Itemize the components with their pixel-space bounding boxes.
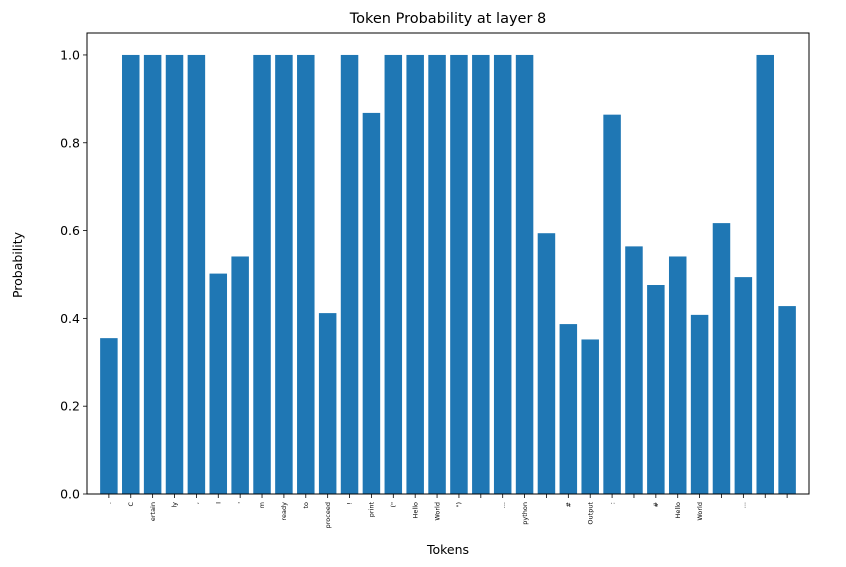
bar <box>778 306 796 494</box>
bar <box>603 114 621 494</box>
y-tick-label: 0.4 <box>60 311 80 326</box>
bar <box>100 338 118 494</box>
x-tick-label: print <box>368 502 376 518</box>
x-tick-label: proceed <box>324 502 332 528</box>
bar <box>668 256 687 494</box>
bar <box>297 54 315 494</box>
x-tick-label: # <box>652 502 660 507</box>
x-tick-label: ... <box>499 502 507 508</box>
bar <box>712 223 731 495</box>
bar <box>122 54 140 494</box>
x-tick-label: # <box>565 502 573 507</box>
y-tick-label: 0.0 <box>60 487 80 502</box>
bar <box>209 273 228 494</box>
chart-title: Token Probability at layer 8 <box>349 11 547 27</box>
bar <box>187 54 206 494</box>
x-tick-label: Hello <box>674 502 682 518</box>
bar <box>275 54 293 494</box>
bar <box>690 314 709 494</box>
x-tick-label: World <box>696 502 704 521</box>
bar <box>362 112 381 494</box>
bar <box>231 256 249 494</box>
x-tick-label: ' <box>236 502 244 504</box>
x-tick-label: Hello <box>411 502 419 518</box>
bar <box>384 54 403 494</box>
x-tick-label: ... <box>740 502 748 508</box>
bar <box>515 54 534 494</box>
y-tick-label: 0.6 <box>60 223 80 238</box>
bar <box>450 54 468 494</box>
x-tick-label: ready <box>280 502 288 521</box>
bar <box>143 54 162 494</box>
y-tick-label: 0.8 <box>60 135 80 150</box>
x-tick-label: ! <box>346 502 354 505</box>
x-tick-label: : <box>608 502 616 504</box>
x-tick-label: World <box>433 502 441 521</box>
x-axis-label: Tokens <box>426 542 469 557</box>
bar <box>406 54 424 494</box>
bar <box>340 54 359 494</box>
bar <box>734 277 753 494</box>
bar <box>581 339 599 494</box>
y-tick-label: 0.2 <box>60 399 80 414</box>
bar <box>647 285 665 494</box>
y-axis-label: Probability <box>10 231 25 298</box>
bars <box>100 54 796 495</box>
x-tick-label: , <box>193 502 201 504</box>
bar <box>165 54 184 494</box>
bar <box>559 324 578 494</box>
bar <box>537 233 556 494</box>
x-tick-label: ") <box>455 502 463 508</box>
x-tick-label: C <box>127 502 135 507</box>
x-tick-label: m <box>258 502 266 508</box>
plot-frame <box>86 32 810 495</box>
x-tick-label: . <box>105 502 113 504</box>
x-tick-label: I <box>214 502 222 504</box>
x-tick-label: python <box>521 502 529 525</box>
bar <box>493 54 512 494</box>
x-tick-label: ly <box>171 502 179 508</box>
y-axis-ticks: 0.0 0.2 0.4 0.6 0.8 1.0 <box>60 47 87 502</box>
x-tick-label: Output <box>586 502 594 525</box>
bar <box>428 54 446 494</box>
bar <box>625 246 643 494</box>
bar <box>318 313 337 494</box>
bar <box>472 54 490 494</box>
x-tick-label: (" <box>390 502 398 508</box>
bar <box>756 54 774 494</box>
y-tick-label: 1.0 <box>60 47 80 62</box>
bar <box>253 54 271 494</box>
x-tick-label: to <box>302 502 310 509</box>
x-tick-label: ertain <box>149 502 157 521</box>
